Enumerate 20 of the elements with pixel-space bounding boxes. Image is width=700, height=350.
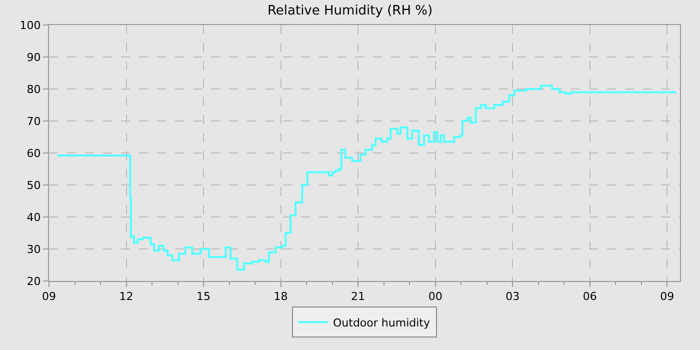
y-tick-label: 60 [26, 146, 41, 160]
x-tick-label: 03 [506, 290, 520, 304]
legend-label: Outdoor humidity [333, 316, 430, 330]
y-tick-label: 50 [26, 178, 41, 192]
y-tick-label: 20 [26, 274, 41, 288]
chart-title: Relative Humidity (RH %) [267, 3, 433, 18]
x-tick-label: 06 [582, 290, 597, 304]
y-tick-label: 70 [26, 114, 41, 128]
x-tick-label: 15 [196, 290, 211, 304]
x-tick-label: 09 [660, 290, 674, 304]
x-tick-label: 21 [351, 290, 366, 304]
x-tick-label: 12 [119, 290, 134, 304]
y-tick-label: 30 [26, 242, 41, 256]
y-tick-label: 100 [20, 18, 41, 32]
x-tick-label: 18 [274, 290, 288, 304]
x-tick-label: 00 [428, 290, 442, 304]
x-tick-label: 09 [42, 290, 56, 304]
y-tick-label: 90 [26, 50, 41, 64]
y-tick-label: 80 [26, 82, 41, 96]
y-tick-label: 40 [26, 210, 41, 224]
